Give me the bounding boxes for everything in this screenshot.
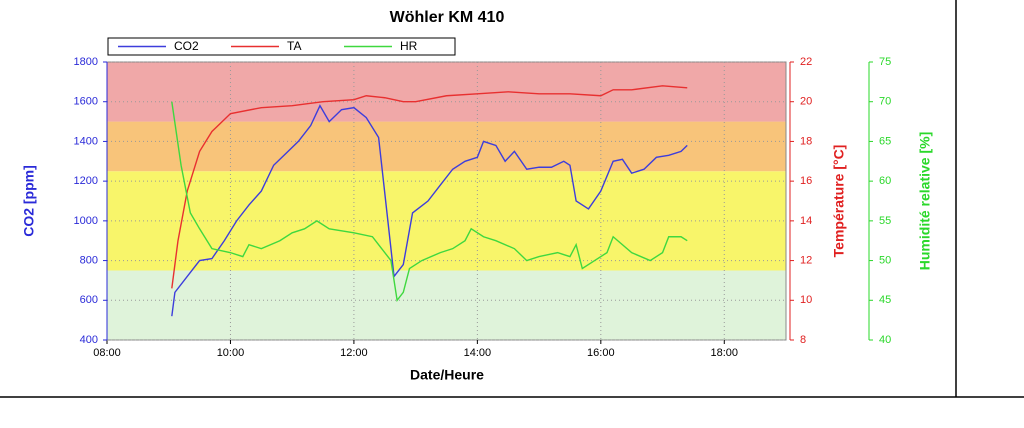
y2-tick-label: 20 <box>800 96 812 108</box>
y-tick-label: 600 <box>80 294 98 306</box>
y-tick-label: 1600 <box>74 96 98 108</box>
legend-label: TA <box>287 39 301 53</box>
y-tick-label: 800 <box>80 254 98 266</box>
x-tick-label: 14:00 <box>464 347 492 359</box>
y3-tick-label: 45 <box>879 294 891 306</box>
x-axis-title: Date/Heure <box>410 367 484 383</box>
y2-tick-label: 14 <box>800 215 812 227</box>
legend-label: CO2 <box>174 39 199 53</box>
series-line <box>171 85 688 289</box>
x-tick-label: 10:00 <box>217 347 245 359</box>
y-axis-title: CO2 [ppm] <box>21 165 37 237</box>
x-tick-label: 12:00 <box>340 347 368 359</box>
x-tick-label: 08:00 <box>93 347 121 359</box>
x-tick-label: 16:00 <box>587 347 615 359</box>
series-line <box>171 104 688 317</box>
y3-tick-label: 55 <box>879 215 891 227</box>
y3-axis-title: Humidité relative [%] <box>917 132 933 270</box>
y-tick-label: 1000 <box>74 215 98 227</box>
y-tick-label: 1200 <box>74 175 98 187</box>
legend-label: HR <box>400 39 418 53</box>
chart-title: Wöhler KM 410 <box>390 9 505 26</box>
y-tick-label: 1800 <box>74 56 98 68</box>
y2-tick-label: 22 <box>800 56 812 68</box>
band <box>107 171 786 271</box>
band <box>107 62 786 122</box>
band <box>107 270 786 340</box>
band <box>107 121 786 172</box>
series-line <box>171 101 688 302</box>
x-tick-label: 18:00 <box>711 347 739 359</box>
y3-tick-label: 75 <box>879 56 891 68</box>
y2-axis-title: Température [°C] <box>831 145 847 258</box>
y2-tick-label: 8 <box>800 334 806 346</box>
y2-tick-label: 16 <box>800 175 812 187</box>
y2-tick-label: 18 <box>800 135 812 147</box>
y-tick-label: 1400 <box>74 135 98 147</box>
y3-tick-label: 60 <box>879 175 891 187</box>
y3-tick-label: 65 <box>879 135 891 147</box>
y3-tick-label: 40 <box>879 334 891 346</box>
y3-tick-label: 70 <box>879 96 891 108</box>
y2-tick-label: 10 <box>800 294 812 306</box>
y-tick-label: 400 <box>80 334 98 346</box>
y3-tick-label: 50 <box>879 254 891 266</box>
legend-box <box>107 37 456 56</box>
y2-tick-label: 12 <box>800 254 812 266</box>
